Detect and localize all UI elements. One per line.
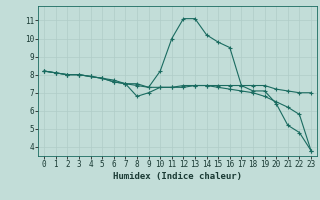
X-axis label: Humidex (Indice chaleur): Humidex (Indice chaleur) (113, 172, 242, 181)
